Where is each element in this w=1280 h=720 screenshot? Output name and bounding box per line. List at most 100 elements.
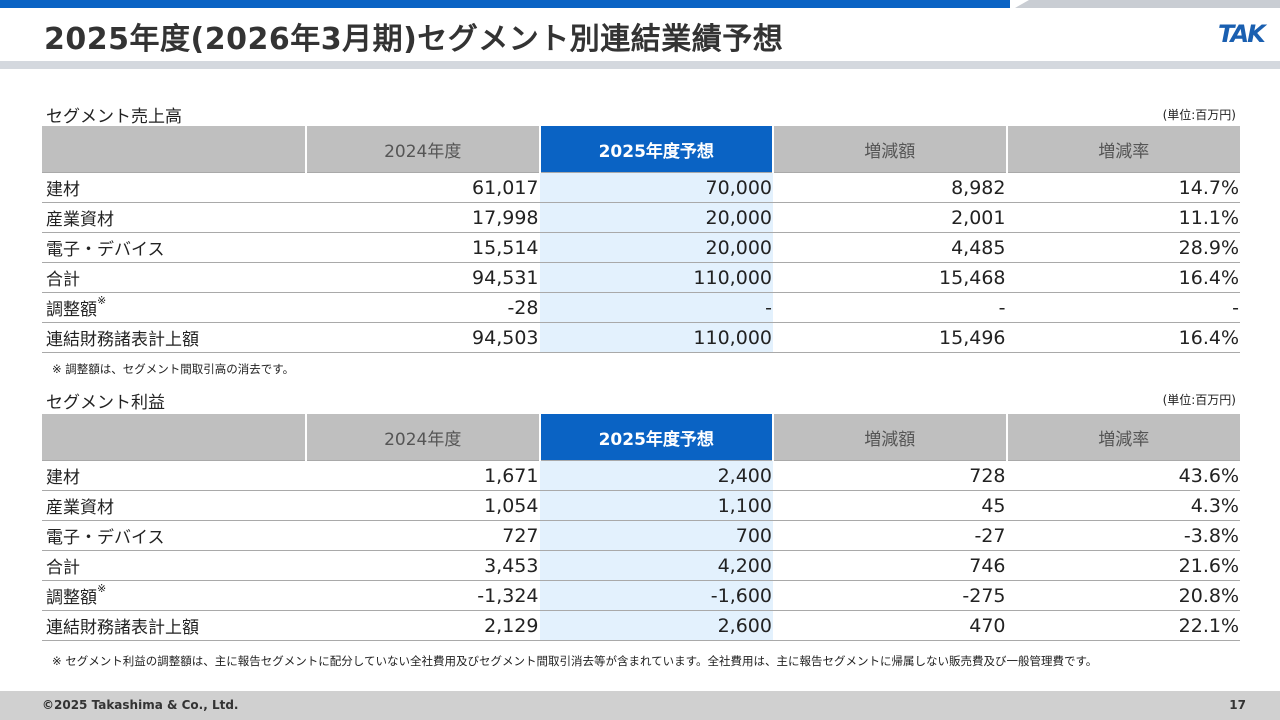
sales-header-blank	[42, 126, 306, 173]
cell-change-rate: -	[1006, 292, 1240, 323]
row-label: 建材	[42, 460, 306, 491]
cell-change-rate: 16.4%	[1006, 262, 1240, 293]
table-row: 調整額※ -1,324 -1,600 -275 20.8%	[42, 580, 1240, 611]
sales-header-change-amount: 増減額	[772, 126, 1007, 173]
profit-section-title: セグメント利益	[46, 393, 165, 413]
profit-header-fy2025-forecast: 2025年度予想	[538, 414, 773, 461]
sales-header-fy2025-forecast: 2025年度予想	[538, 126, 773, 173]
cell-fy2024: 1,054	[306, 490, 540, 521]
page-title: 2025年度(2026年3月期)セグメント別連結業績予想	[44, 22, 784, 57]
cell-change-rate: -3.8%	[1006, 520, 1240, 551]
table-row: 産業資材 17,998 20,000 2,001 11.1%	[42, 202, 1240, 233]
table-row: 電子・デバイス 727 700 -27 -3.8%	[42, 520, 1240, 551]
table-row: 連結財務諸表計上額 2,129 2,600 470 22.1%	[42, 610, 1240, 641]
cell-change-rate: 22.1%	[1006, 610, 1240, 641]
cell-fy2025-forecast: 20,000	[539, 232, 773, 263]
cell-fy2024: 61,017	[306, 172, 540, 203]
row-label: 電子・デバイス	[42, 520, 306, 551]
cell-fy2025-forecast: 110,000	[539, 262, 773, 293]
row-label: 合計	[42, 262, 306, 293]
profit-header-row: 2024年度 2025年度予想 増減額 増減率	[42, 414, 1240, 461]
row-label: 連結財務諸表計上額	[42, 322, 306, 353]
profit-header-change-amount: 増減額	[772, 414, 1007, 461]
cell-fy2024: 17,998	[306, 202, 540, 233]
cell-change-amount: 45	[773, 490, 1007, 521]
table-row: 建材 61,017 70,000 8,982 14.7%	[42, 172, 1240, 203]
profit-footnote: ※ セグメント利益の調整額は、主に報告セグメントに配分していない全社費用及びセグ…	[52, 654, 1098, 668]
cell-change-rate: 20.8%	[1006, 580, 1240, 611]
cell-fy2025-forecast: 70,000	[539, 172, 773, 203]
profit-header-change-rate: 増減率	[1005, 414, 1240, 461]
company-logo: TAK	[1218, 20, 1266, 48]
row-label: 調整額※	[42, 292, 306, 323]
cell-fy2024: 94,503	[306, 322, 540, 353]
footnote-marker: ※	[97, 582, 107, 595]
cell-change-amount: 15,468	[773, 262, 1007, 293]
cell-fy2025-forecast: 2,600	[539, 610, 773, 641]
sales-header-change-rate: 増減率	[1005, 126, 1240, 173]
row-label: 電子・デバイス	[42, 232, 306, 263]
top-accent-bar-grey	[1015, 0, 1280, 8]
cell-fy2024: 727	[306, 520, 540, 551]
cell-fy2025-forecast: -	[539, 292, 773, 323]
row-label: 建材	[42, 172, 306, 203]
top-accent-bar	[0, 0, 1010, 8]
sales-footnote: ※ 調整額は、セグメント間取引高の消去です。	[52, 362, 295, 376]
cell-change-amount: 728	[773, 460, 1007, 491]
row-label: 調整額※	[42, 580, 306, 611]
sales-header-row: 2024年度 2025年度予想 増減額 増減率	[42, 126, 1240, 173]
table-row: 建材 1,671 2,400 728 43.6%	[42, 460, 1240, 491]
cell-fy2024: -1,324	[306, 580, 540, 611]
cell-change-rate: 21.6%	[1006, 550, 1240, 581]
profit-header-blank	[42, 414, 306, 461]
cell-change-amount: 4,485	[773, 232, 1007, 263]
cell-change-rate: 11.1%	[1006, 202, 1240, 233]
cell-change-amount: 2,001	[773, 202, 1007, 233]
table-row: 合計 3,453 4,200 746 21.6%	[42, 550, 1240, 581]
cell-change-amount: 8,982	[773, 172, 1007, 203]
table-row: 電子・デバイス 15,514 20,000 4,485 28.9%	[42, 232, 1240, 263]
cell-fy2025-forecast: 1,100	[539, 490, 773, 521]
row-label: 連結財務諸表計上額	[42, 610, 306, 641]
row-label: 合計	[42, 550, 306, 581]
footnote-marker: ※	[97, 294, 107, 307]
table-row: 連結財務諸表計上額 94,503 110,000 15,496 16.4%	[42, 322, 1240, 353]
cell-change-amount: 15,496	[773, 322, 1007, 353]
cell-fy2024: -28	[306, 292, 540, 323]
cell-fy2024: 15,514	[306, 232, 540, 263]
cell-change-amount: -	[773, 292, 1007, 323]
profit-header-fy2024: 2024年度	[305, 414, 540, 461]
title-divider	[0, 61, 1280, 69]
cell-change-rate: 4.3%	[1006, 490, 1240, 521]
cell-fy2024: 2,129	[306, 610, 540, 641]
cell-fy2024: 94,531	[306, 262, 540, 293]
cell-fy2025-forecast: 110,000	[539, 322, 773, 353]
sales-section-title: セグメント売上高	[46, 107, 182, 127]
cell-change-rate: 28.9%	[1006, 232, 1240, 263]
sales-header-fy2024: 2024年度	[305, 126, 540, 173]
profit-table: 2024年度 2025年度予想 増減額 増減率 建材 1,671 2,400 7…	[42, 414, 1240, 641]
cell-fy2025-forecast: 2,400	[539, 460, 773, 491]
page-number: 17	[1229, 698, 1246, 712]
sales-unit-label: (単位:百万円)	[1162, 108, 1236, 122]
cell-change-amount: 470	[773, 610, 1007, 641]
cell-change-amount: 746	[773, 550, 1007, 581]
table-row: 合計 94,531 110,000 15,468 16.4%	[42, 262, 1240, 293]
cell-fy2025-forecast: 700	[539, 520, 773, 551]
cell-change-rate: 16.4%	[1006, 322, 1240, 353]
table-row: 産業資材 1,054 1,100 45 4.3%	[42, 490, 1240, 521]
cell-change-rate: 43.6%	[1006, 460, 1240, 491]
table-row: 調整額※ -28 - - -	[42, 292, 1240, 323]
cell-fy2025-forecast: 4,200	[539, 550, 773, 581]
cell-fy2025-forecast: -1,600	[539, 580, 773, 611]
footer-bar: ©2025 Takashima & Co., Ltd. 17	[0, 691, 1280, 720]
cell-change-amount: -27	[773, 520, 1007, 551]
row-label: 産業資材	[42, 490, 306, 521]
sales-table: 2024年度 2025年度予想 増減額 増減率 建材 61,017 70,000…	[42, 126, 1240, 353]
row-label: 産業資材	[42, 202, 306, 233]
copyright-text: ©2025 Takashima & Co., Ltd.	[42, 698, 239, 712]
cell-fy2025-forecast: 20,000	[539, 202, 773, 233]
cell-fy2024: 1,671	[306, 460, 540, 491]
cell-change-rate: 14.7%	[1006, 172, 1240, 203]
profit-unit-label: (単位:百万円)	[1162, 393, 1236, 407]
